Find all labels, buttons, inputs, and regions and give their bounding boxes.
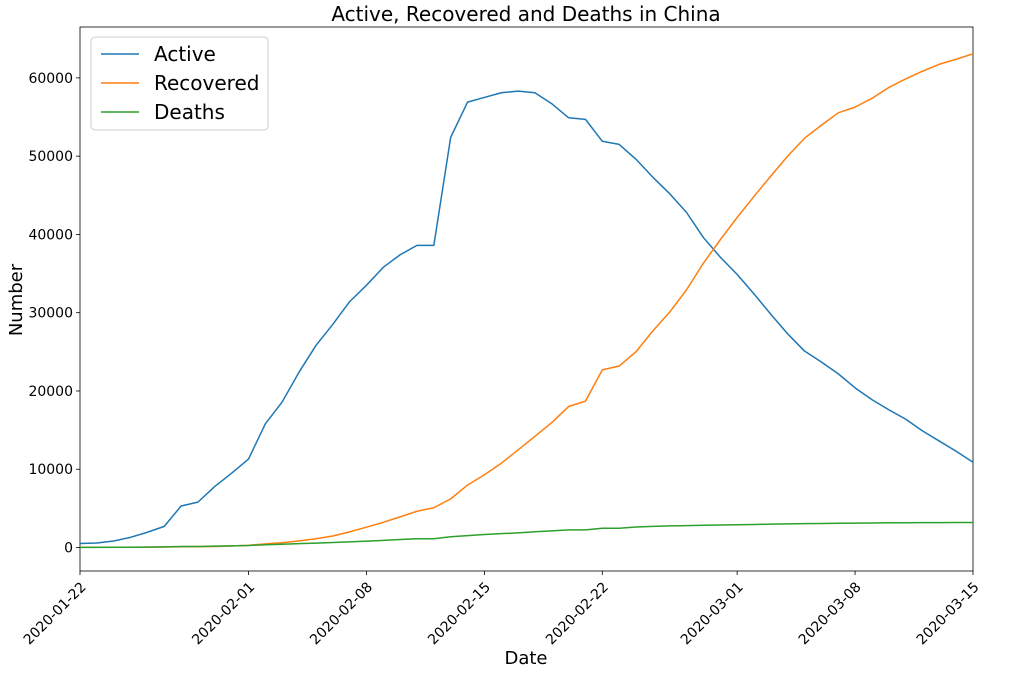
y-tick-label: 20000: [28, 384, 73, 400]
x-tick-label: 2020-02-01: [189, 579, 258, 648]
y-tick-label: 0: [64, 541, 73, 557]
legend: Active Recovered Deaths: [90, 36, 269, 131]
plot-area: [79, 26, 974, 572]
series-line-deaths: [80, 521, 974, 549]
x-tick-label: 2020-02-08: [307, 579, 376, 648]
plot-frame: [79, 26, 974, 572]
x-axis-label: Date: [504, 648, 547, 669]
x-tick-label: 2020-03-08: [796, 579, 865, 648]
y-tick-label: 10000: [28, 462, 73, 478]
series-line-active: [79, 90, 974, 545]
chart-title: Active, Recovered and Deaths in China: [331, 2, 720, 26]
y-tick-label: 60000: [28, 71, 73, 87]
y-tick-label: 30000: [28, 306, 73, 322]
legend-label-active: Active: [154, 42, 216, 66]
y-tick-label: 50000: [28, 149, 73, 165]
series-layer: [79, 53, 974, 549]
y-axis: 0 10000 20000 30000 40000 50000 60000: [28, 71, 80, 557]
legend-label-deaths: Deaths: [154, 100, 225, 124]
x-tick-label: 2020-03-15: [914, 579, 983, 648]
legend-label-recovered: Recovered: [154, 71, 259, 95]
x-tick-label: 2020-01-22: [21, 579, 90, 648]
x-tick-label: 2020-02-15: [425, 579, 494, 648]
x-tick-label: 2020-03-01: [678, 579, 747, 648]
x-axis: 2020-01-22 2020-02-01 2020-02-08 2020-02-15…: [21, 571, 983, 648]
x-tick-label: 2020-02-22: [543, 579, 612, 648]
y-axis-label: Number: [6, 263, 27, 336]
legend-box: [90, 36, 269, 131]
y-tick-label: 40000: [28, 227, 73, 243]
